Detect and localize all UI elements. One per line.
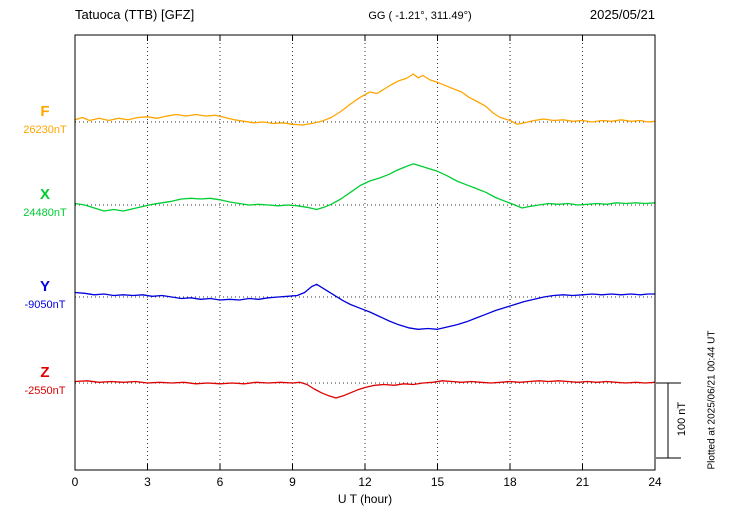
x-tick-label: 3 <box>144 475 151 489</box>
plot-date: 2025/05/21 <box>589 7 655 22</box>
x-tick-label: 12 <box>358 475 372 489</box>
series-label-F: F <box>40 103 50 120</box>
x-tick-label: 18 <box>503 475 517 489</box>
series-label-X: X <box>39 186 50 203</box>
scale-bar-label: 100 nT <box>676 401 688 437</box>
series-baseline-X: 24480nT <box>23 207 67 219</box>
series-label-Z: Z <box>40 364 50 381</box>
x-tick-label: 6 <box>216 475 224 489</box>
geographic-coordinates: GG ( -1.21°, 311.49°) <box>368 10 472 22</box>
station-title: Tatuoca (TTB) [GFZ] <box>75 7 195 22</box>
series-baseline-Y: -9050nT <box>24 299 66 311</box>
x-tick-label: 21 <box>575 475 590 489</box>
trace-X <box>74 163 656 212</box>
x-tick-label: 0 <box>71 475 79 489</box>
trace-F <box>74 73 656 126</box>
series-baseline-Z: -2550nT <box>24 385 66 397</box>
series-baseline-F: 26230nT <box>23 124 67 136</box>
x-tick-label: 9 <box>289 475 296 489</box>
plotted-at-note: Plotted at 2025/06/21 00:44 UT <box>706 330 718 470</box>
trace-Y <box>74 283 656 330</box>
plot-border <box>74 34 656 471</box>
series-label-Y: Y <box>39 278 50 295</box>
x-tick-label: 15 <box>430 475 445 489</box>
x-tick-label: 24 <box>648 475 662 489</box>
trace-Z <box>74 380 656 399</box>
x-axis-label: U T (hour) <box>337 492 393 506</box>
